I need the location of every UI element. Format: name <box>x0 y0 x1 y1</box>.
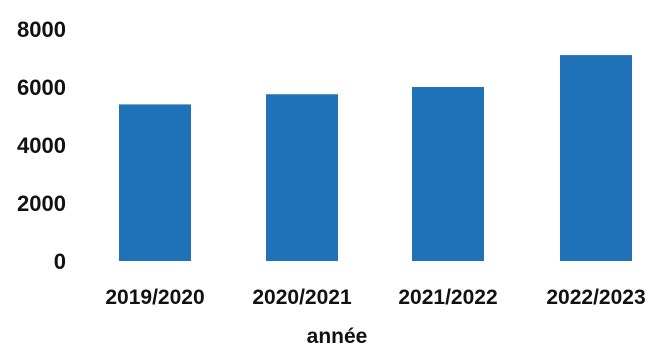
y-tick-label: 4000 <box>17 133 66 158</box>
y-axis-ticks: 0 2000 4000 6000 8000 <box>17 17 66 274</box>
x-tick-label: 2020/2021 <box>252 286 352 309</box>
y-tick-label: 0 <box>54 249 66 274</box>
bars <box>119 55 632 262</box>
bar-2021-2022 <box>412 87 484 261</box>
y-tick-label: 6000 <box>17 75 66 100</box>
bar-2022-2023 <box>560 55 632 261</box>
y-tick-label: 8000 <box>17 17 66 42</box>
y-tick-label: 2000 <box>17 191 66 216</box>
x-tick-label: 2021/2022 <box>398 286 497 309</box>
x-axis-title: année <box>307 325 368 348</box>
bar-2019-2020 <box>119 104 191 262</box>
x-axis-ticks: 2019/2020 2020/2021 2021/2022 2022/2023 <box>105 286 645 309</box>
bar-2020-2021 <box>266 94 338 261</box>
x-tick-label: 2019/2020 <box>105 286 204 309</box>
x-tick-label: 2022/2023 <box>546 286 645 309</box>
